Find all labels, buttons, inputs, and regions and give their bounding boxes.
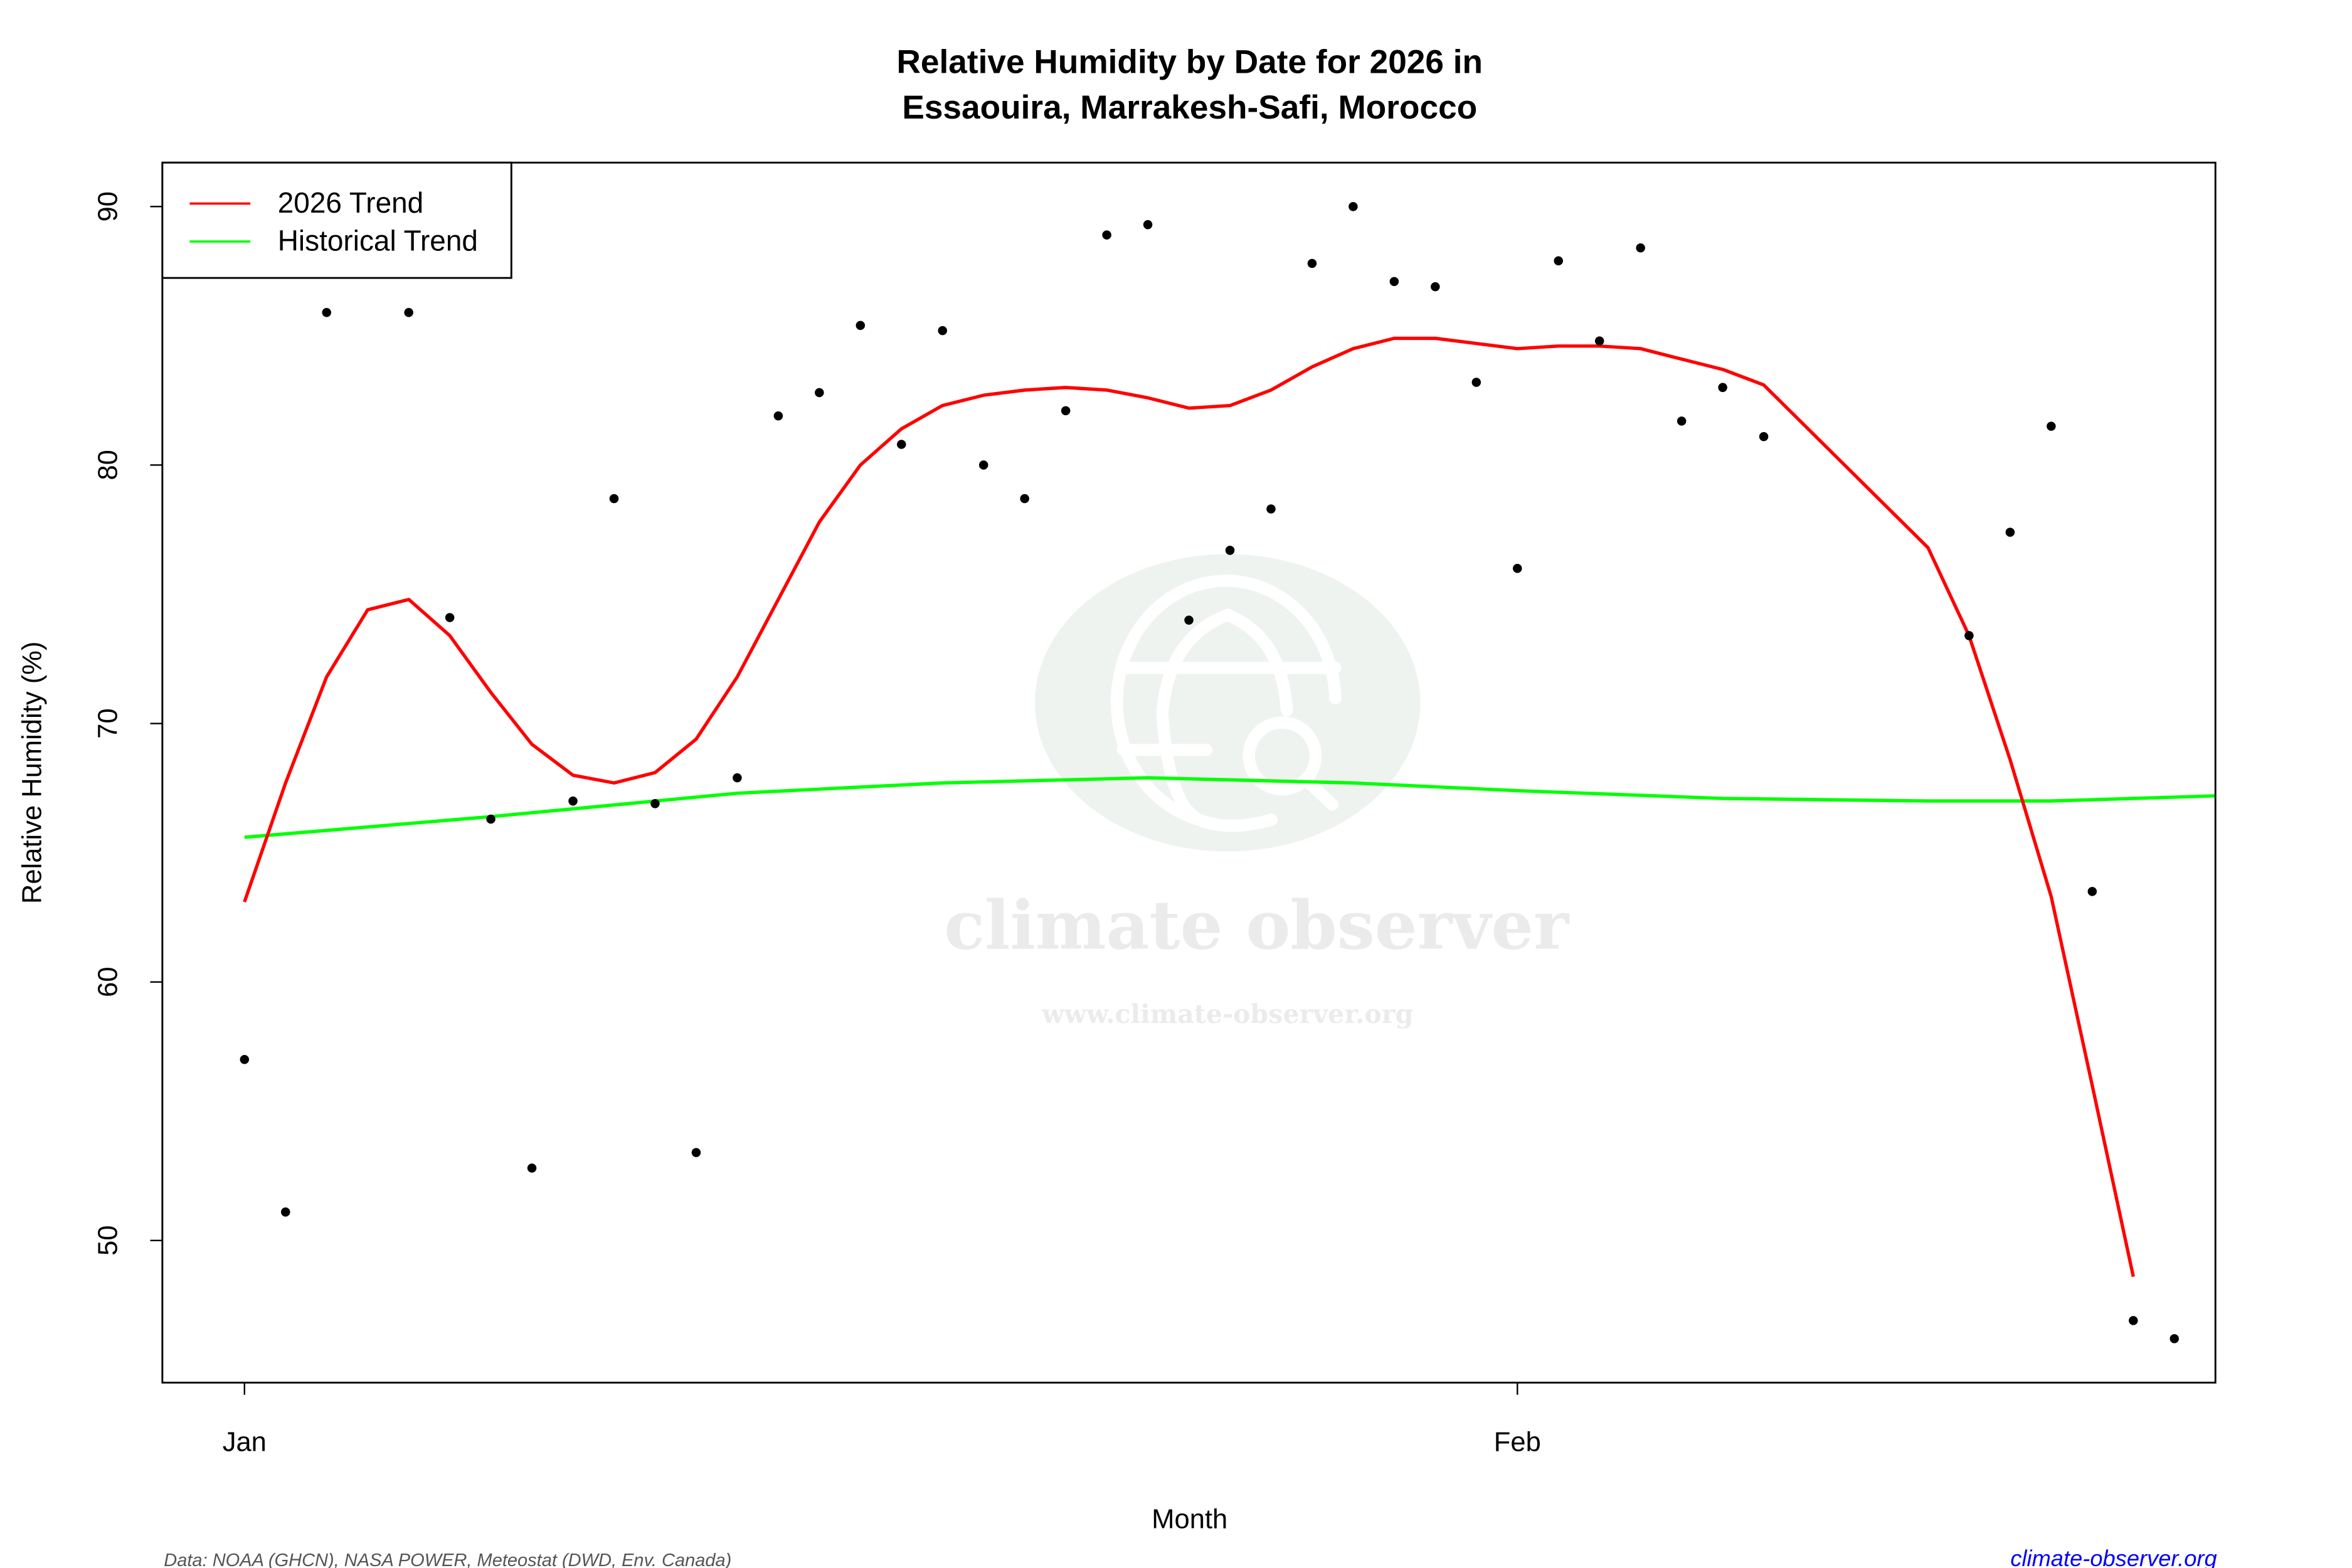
series-line-2026-trend — [243, 336, 2135, 1278]
data-point — [733, 773, 742, 783]
data-point — [1718, 383, 1727, 393]
data-point — [2005, 527, 2015, 537]
data-point — [568, 796, 578, 806]
data-point — [445, 613, 455, 622]
data-point — [978, 460, 988, 470]
data-point — [1143, 220, 1153, 230]
data-point — [650, 799, 660, 808]
data-point — [281, 1207, 290, 1217]
data-point — [1759, 432, 1769, 442]
watermark-url: www.climate-observer.org — [1041, 999, 1413, 1029]
data-point — [1513, 564, 1522, 573]
data-point — [1061, 406, 1071, 416]
data-point — [527, 1163, 537, 1173]
data-point — [1594, 336, 1604, 346]
watermark-name: climate observer — [944, 887, 1570, 965]
data-point — [322, 308, 331, 317]
y-tick-label: 70 — [93, 708, 123, 738]
data-point — [1677, 416, 1687, 426]
legend-label-2026-trend: 2026 Trend — [278, 186, 424, 219]
y-tick-label: 50 — [93, 1226, 123, 1256]
data-point — [856, 320, 866, 331]
data-point — [815, 388, 824, 398]
data-point — [938, 326, 948, 336]
data-point — [773, 411, 783, 421]
data-point — [609, 494, 619, 504]
data-point — [897, 440, 906, 449]
data-point — [404, 308, 413, 317]
data-point — [1964, 631, 1974, 640]
data-point — [486, 814, 495, 824]
watermark-globe-background — [1035, 554, 1421, 852]
chart-title-line2: Essaouira, Marrakesh-Safi, Morocco — [902, 89, 1477, 126]
watermark: climate observer www.climate-observer.or… — [944, 554, 1570, 1029]
globe-search-icon — [1111, 575, 1342, 832]
data-point — [1184, 615, 1194, 625]
legend-label-historical-trend: Historical Trend — [278, 225, 478, 257]
data-point — [1431, 282, 1440, 292]
x-tick-label: Feb — [1494, 1427, 1541, 1457]
site-link[interactable]: climate-observer.org — [2010, 1545, 2217, 1568]
data-point — [1471, 378, 1481, 387]
data-point — [691, 1148, 701, 1157]
plot-frame — [161, 161, 2217, 1384]
data-point — [1348, 202, 1358, 211]
data-point — [1554, 256, 1564, 266]
data-point — [1636, 243, 1645, 253]
y-tick-label: 60 — [93, 967, 123, 997]
data-point — [2047, 421, 2056, 431]
legend-box — [161, 161, 512, 279]
x-tick-label: Jan — [223, 1427, 267, 1457]
x-axis-label: Month — [1152, 1505, 1227, 1535]
data-point — [1389, 277, 1399, 287]
y-axis-label: Relative Humidity (%) — [17, 642, 47, 904]
data-point — [2169, 1334, 2180, 1343]
chart-title-line1: Relative Humidity by Date for 2026 in — [896, 44, 1483, 81]
data-source-note: Data: NOAA (GHCN), NASA POWER, Meteostat… — [164, 1550, 731, 1568]
data-point — [2129, 1316, 2138, 1325]
data-point — [2087, 887, 2097, 896]
data-point — [1102, 230, 1111, 240]
data-point — [1020, 494, 1029, 504]
data-point — [1225, 546, 1235, 555]
data-point — [240, 1055, 250, 1064]
y-tick-label: 90 — [93, 191, 123, 221]
data-point — [1266, 504, 1276, 514]
legend: 2026 Trend Historical Trend — [161, 161, 512, 279]
y-tick-label: 80 — [93, 450, 123, 480]
data-point — [1307, 258, 1317, 268]
